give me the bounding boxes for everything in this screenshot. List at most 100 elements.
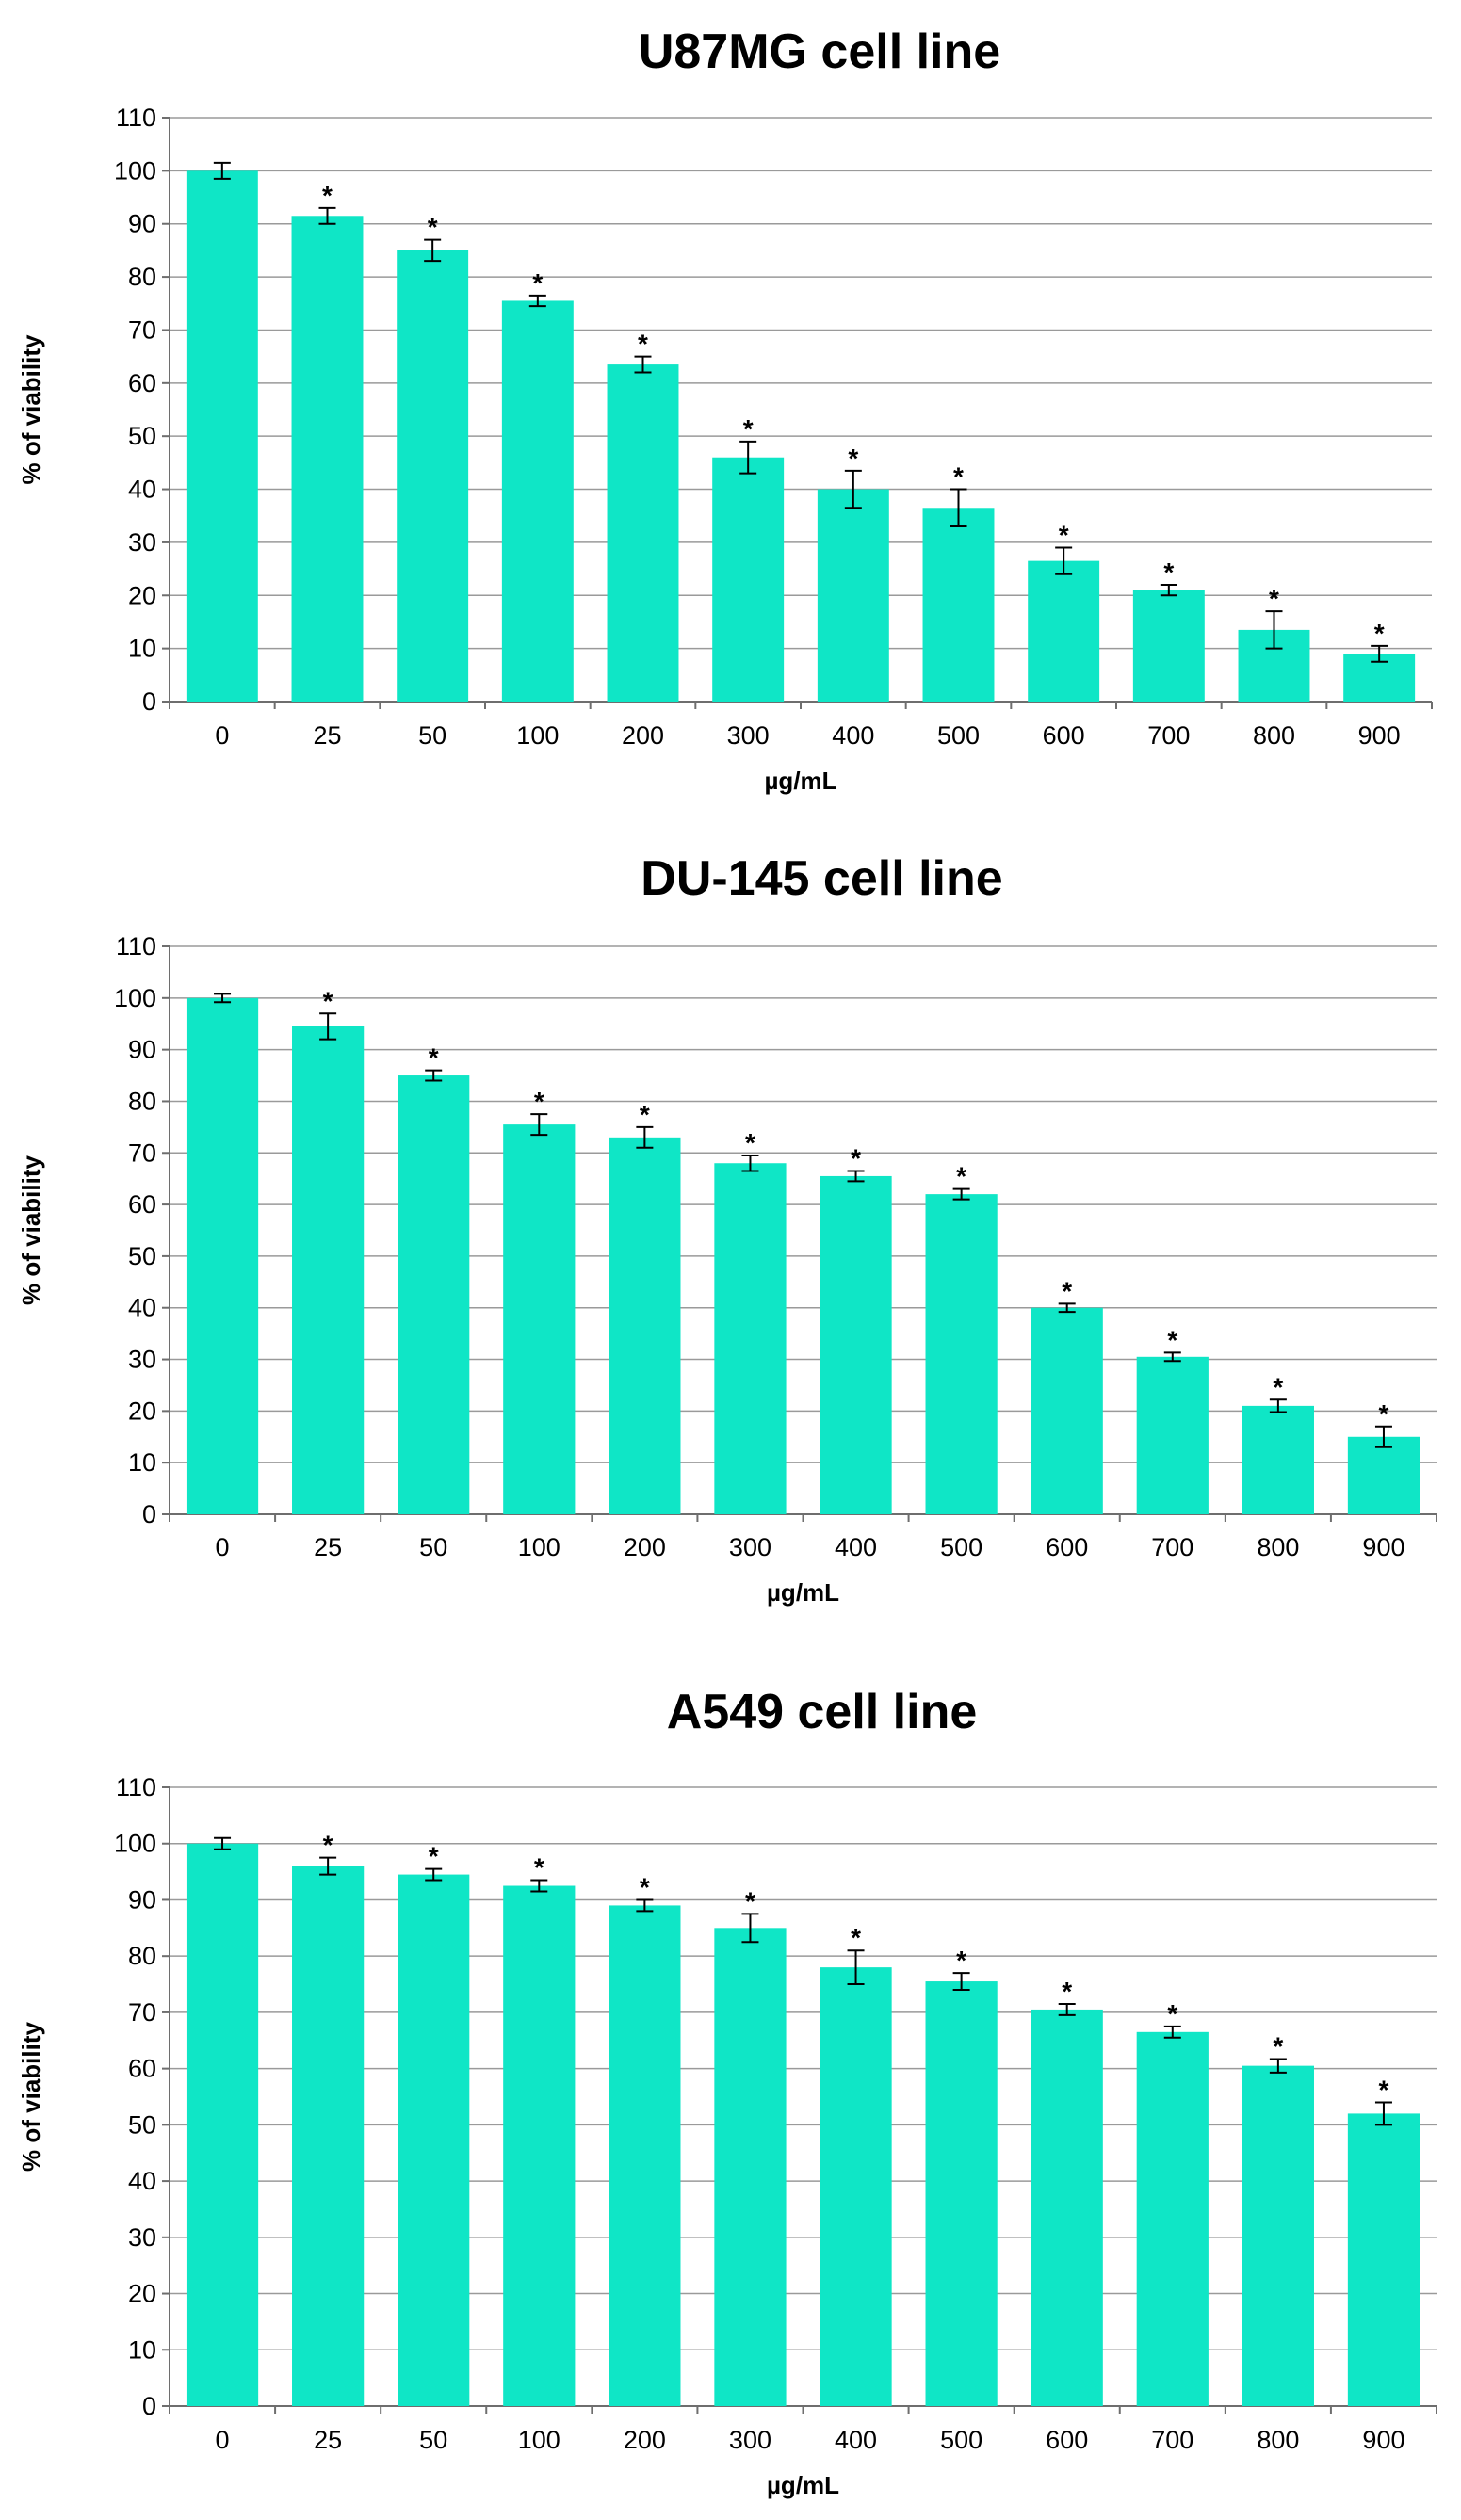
x-tick-label: 25 [314, 1533, 342, 1561]
y-axis-title: % of viability [17, 2022, 45, 2172]
significance-star: * [953, 462, 964, 492]
chart-1: U87MG cell line 0 10 20 30 40 50 60 70 80 90 100 110… [17, 24, 1433, 795]
error-bar [319, 1856, 337, 1876]
error-bar [214, 1836, 232, 1850]
x-tick-label: 400 [835, 2426, 877, 2454]
y-tick-label: 60 [128, 369, 156, 397]
significance-star: * [640, 1872, 650, 1901]
y-tick-label: 0 [142, 687, 156, 716]
chart-title: U87MG cell line [639, 24, 1000, 79]
y-tick-label: 40 [128, 1294, 156, 1322]
x-tick-label: 800 [1257, 2426, 1299, 2454]
x-tick-label: 100 [518, 2426, 560, 2454]
x-tick-label: 500 [940, 1533, 982, 1561]
significance-star: * [1062, 1276, 1072, 1305]
bar-0 [186, 997, 259, 1514]
bar-25 [291, 216, 364, 703]
error-bar [1058, 1302, 1076, 1314]
error-bar [1163, 2025, 1181, 2039]
significance-star: * [640, 1100, 650, 1129]
bar-400 [820, 1967, 892, 2406]
bar-200 [607, 364, 679, 702]
error-bar [1058, 2002, 1076, 2016]
significance-star: * [323, 1831, 333, 1860]
y-axis-title: % of viability [17, 334, 45, 484]
y-tick-label: 100 [114, 1830, 156, 1858]
x-tick-label: 300 [729, 2426, 771, 2454]
significance-star: * [534, 1853, 544, 1882]
error-bar [636, 1125, 654, 1149]
y-tick-label: 0 [142, 2392, 156, 2420]
x-tick-label: 800 [1253, 721, 1295, 750]
chart-title: A549 cell line [667, 1685, 978, 1739]
y-tick-label: 70 [128, 1998, 156, 2027]
x-tick-label: 0 [216, 1533, 230, 1561]
y-tick-label: 110 [116, 1773, 156, 1801]
chart-3: A549 cell line 0 10 20 30 40 50 60 70 80 90 100 110 0… [17, 1685, 1437, 2499]
bar-400 [820, 1175, 892, 1514]
y-tick-label: 50 [128, 422, 156, 450]
bar-0 [186, 170, 258, 702]
significance-star: * [322, 181, 333, 210]
significance-star: * [428, 213, 438, 242]
significance-star: * [1167, 1325, 1177, 1354]
error-bar [425, 1867, 443, 1882]
y-tick-label: 110 [116, 104, 156, 132]
error-bar [1374, 2101, 1392, 2126]
error-bar [319, 1012, 337, 1041]
bar-100 [503, 1124, 576, 1514]
error-bar [1163, 1351, 1181, 1363]
bar-100 [501, 300, 574, 702]
x-tick-label: 900 [1362, 1533, 1404, 1561]
bar-900 [1347, 2113, 1420, 2406]
error-bar [950, 488, 967, 527]
error-bar [213, 161, 231, 180]
significance-star: * [532, 268, 543, 298]
x-tick-label: 900 [1358, 721, 1401, 750]
y-tick-label: 40 [128, 476, 156, 504]
bar-50 [397, 250, 469, 702]
significance-star: * [1374, 619, 1385, 648]
x-axis-title: µg/mL [764, 767, 836, 795]
error-bar [636, 1898, 654, 1913]
bar-200 [609, 1137, 681, 1514]
error-bar [424, 238, 442, 263]
x-tick-label: 25 [313, 721, 341, 750]
y-tick-label: 30 [128, 1346, 156, 1374]
error-bar [1265, 610, 1283, 650]
bar-300 [712, 457, 785, 702]
bar-800 [1242, 2065, 1314, 2406]
x-tick-label: 0 [216, 2426, 230, 2454]
significance-star: * [534, 1087, 544, 1116]
significance-star: * [1163, 557, 1174, 587]
significance-star: * [638, 330, 648, 359]
bar-300 [714, 1928, 787, 2406]
y-tick-label: 20 [128, 2280, 156, 2308]
chart-2: DU-145 cell line 0 10 20 30 40 50 60 70 80 90 100 11… [17, 851, 1437, 1607]
y-tick-label: 70 [128, 315, 156, 344]
y-axis-title: % of viability [17, 1155, 45, 1305]
significance-star: * [1273, 2031, 1283, 2060]
error-bar [318, 206, 336, 225]
y-tick-label: 60 [128, 2055, 156, 2083]
significance-star: * [745, 1128, 755, 1157]
significance-star: * [1379, 1399, 1389, 1429]
x-tick-label: 0 [215, 721, 229, 750]
significance-star: * [956, 1162, 966, 1191]
error-bar [741, 1913, 759, 1944]
bar-600 [1028, 560, 1100, 702]
x-tick-label: 50 [419, 1533, 447, 1561]
y-tick-label: 110 [116, 932, 156, 961]
significance-star: * [1273, 1372, 1283, 1401]
bar-300 [714, 1163, 787, 1514]
x-tick-label: 25 [314, 2426, 342, 2454]
error-bar [847, 1170, 865, 1183]
significance-star: * [851, 1923, 861, 1952]
x-tick-label: 100 [516, 721, 559, 750]
error-bar [1371, 644, 1388, 663]
significance-star: * [1379, 2075, 1389, 2104]
y-tick-label: 100 [114, 984, 156, 1012]
significance-star: * [956, 1946, 966, 1975]
bar-700 [1132, 590, 1205, 702]
x-tick-label: 600 [1046, 1533, 1088, 1561]
